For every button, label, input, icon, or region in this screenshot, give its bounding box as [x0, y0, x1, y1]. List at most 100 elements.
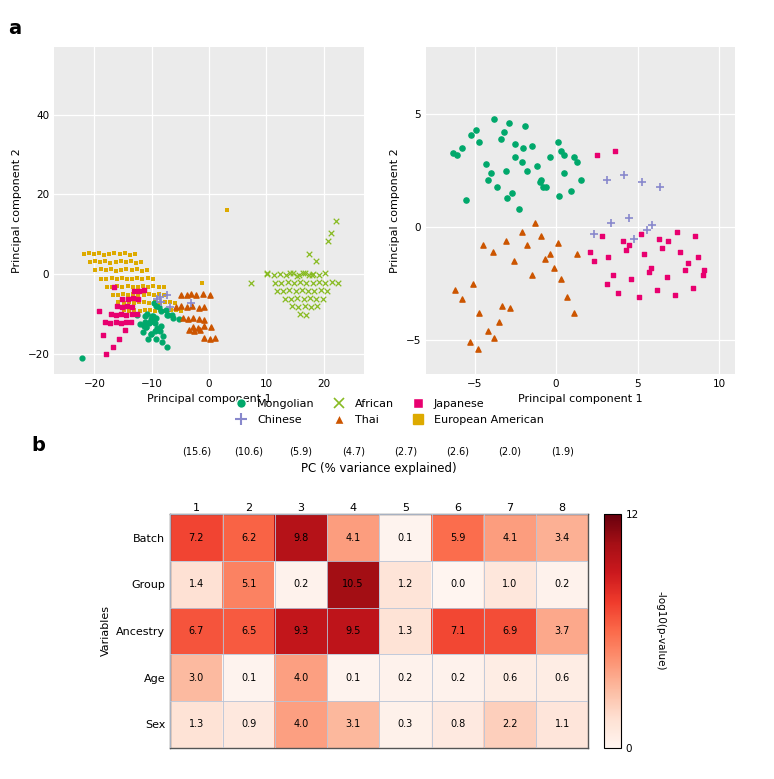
Point: [286, 300, 298, 312]
Point: [673, 246, 686, 259]
Legend: Mongolian, Chinese, African, Thai, Japanese, European American: Mongolian, Chinese, African, Thai, Japan…: [231, 399, 543, 425]
Point: [120, 315, 132, 328]
Point: [149, 305, 161, 318]
Point: [306, 269, 318, 281]
Text: 1.1: 1.1: [554, 720, 570, 729]
Point: [167, 312, 180, 325]
Point: [93, 305, 105, 317]
Point: [326, 276, 338, 288]
Point: [142, 272, 154, 284]
Point: [132, 288, 145, 301]
Point: [145, 328, 157, 340]
Text: 4.1: 4.1: [502, 533, 518, 542]
Point: [125, 264, 138, 277]
X-axis label: Principal component 1: Principal component 1: [146, 394, 272, 404]
Text: 6.7: 6.7: [189, 626, 204, 636]
Point: [296, 284, 308, 296]
Point: [623, 212, 635, 224]
Point: [120, 263, 132, 275]
Point: [283, 284, 296, 296]
Point: [537, 181, 550, 193]
Point: [145, 313, 157, 326]
Point: [138, 289, 150, 301]
Point: [488, 113, 500, 125]
Point: [113, 248, 125, 260]
Point: [509, 151, 522, 164]
Point: [204, 321, 217, 333]
Point: [317, 293, 329, 305]
Point: [184, 297, 197, 309]
Point: [330, 214, 342, 227]
Point: [197, 332, 210, 344]
Point: [553, 189, 566, 202]
Point: [311, 299, 324, 312]
Point: [193, 301, 205, 314]
Point: [175, 300, 187, 312]
Text: (2.7): (2.7): [394, 446, 417, 456]
Point: [571, 248, 584, 260]
Point: [310, 256, 322, 268]
Point: [698, 264, 711, 277]
Point: [146, 273, 159, 285]
Point: [115, 308, 128, 320]
Point: [183, 324, 195, 337]
Point: [175, 305, 187, 318]
Point: [455, 142, 467, 154]
Point: [561, 291, 574, 304]
Point: [587, 255, 600, 267]
Point: [180, 289, 193, 301]
Point: [288, 277, 300, 289]
Point: [112, 296, 125, 308]
Point: [158, 288, 170, 301]
Point: [141, 308, 153, 321]
Point: [94, 256, 106, 269]
Point: [663, 234, 675, 247]
Point: [115, 272, 128, 284]
Text: (10.6): (10.6): [235, 446, 263, 456]
Point: [502, 117, 515, 129]
Point: [279, 292, 291, 305]
Point: [262, 267, 274, 280]
Point: [139, 310, 151, 323]
Point: [175, 288, 187, 301]
Point: [198, 313, 211, 326]
Point: [118, 297, 130, 309]
Point: [122, 280, 134, 292]
Point: [173, 312, 185, 325]
Point: [194, 324, 207, 337]
Point: [111, 273, 123, 285]
Point: [139, 316, 152, 329]
Point: [286, 266, 299, 279]
Point: [623, 239, 635, 252]
Point: [99, 316, 111, 329]
Text: 3.7: 3.7: [554, 626, 570, 636]
Point: [669, 289, 681, 301]
Point: [149, 333, 162, 345]
X-axis label: Principal component 1: Principal component 1: [518, 394, 643, 404]
Point: [115, 316, 127, 329]
Text: 9.5: 9.5: [345, 626, 361, 636]
Point: [141, 263, 153, 276]
Point: [116, 280, 128, 293]
Point: [687, 282, 699, 294]
Point: [558, 149, 570, 161]
Point: [322, 234, 334, 247]
Point: [533, 176, 546, 189]
Point: [161, 308, 173, 321]
Point: [156, 296, 168, 308]
Point: [521, 164, 533, 177]
Point: [99, 256, 111, 268]
Point: [204, 333, 216, 345]
Point: [151, 293, 163, 305]
Point: [480, 158, 492, 171]
Point: [84, 256, 96, 268]
Point: [197, 287, 209, 300]
Point: [628, 232, 640, 245]
Point: [245, 277, 257, 289]
Point: [535, 174, 547, 186]
Point: [131, 263, 143, 276]
Point: [293, 268, 305, 280]
Y-axis label: -log10(p-value): -log10(p-value): [656, 591, 666, 671]
Text: 0.8: 0.8: [450, 720, 465, 729]
Point: [303, 291, 316, 304]
